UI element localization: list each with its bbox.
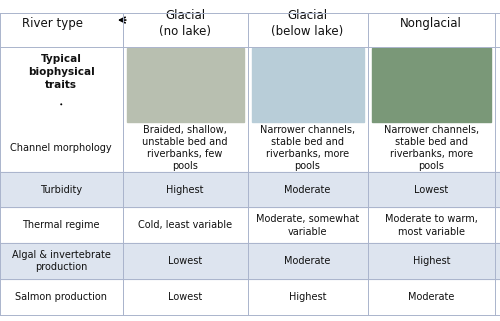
Text: Algal & invertebrate
production: Algal & invertebrate production — [12, 250, 110, 272]
Text: Moderate to warm,
most variable: Moderate to warm, most variable — [385, 214, 478, 237]
Text: Lowest: Lowest — [168, 292, 202, 302]
Bar — [126, 48, 244, 122]
Text: Glacial
(no lake): Glacial (no lake) — [159, 9, 211, 38]
Text: Braided, shallow,
unstable bed and
riverbanks, few
pools: Braided, shallow, unstable bed and river… — [142, 125, 228, 171]
Text: Moderate: Moderate — [284, 256, 331, 266]
Bar — [0, 172, 500, 207]
Bar — [0, 243, 500, 279]
Text: Nonglacial: Nonglacial — [400, 17, 462, 30]
Text: Moderate: Moderate — [284, 185, 331, 195]
Text: Lowest: Lowest — [168, 256, 202, 266]
Text: Turbidity: Turbidity — [40, 185, 82, 195]
Text: Moderate: Moderate — [408, 292, 455, 302]
Text: Cold, least variable: Cold, least variable — [138, 220, 232, 230]
Text: Moderate, somewhat
variable: Moderate, somewhat variable — [256, 214, 359, 237]
Text: Channel morphology: Channel morphology — [10, 143, 112, 153]
Bar — [372, 48, 491, 122]
Text: River type: River type — [22, 17, 82, 30]
Bar — [252, 48, 364, 122]
Text: Glacial
(below lake): Glacial (below lake) — [272, 9, 344, 38]
Text: Highest: Highest — [166, 185, 204, 195]
Text: Thermal regime: Thermal regime — [22, 220, 100, 230]
Text: Typical
biophysical
traits: Typical biophysical traits — [28, 54, 94, 91]
Text: Narrower channels,
stable bed and
riverbanks, more
pools: Narrower channels, stable bed and riverb… — [260, 125, 355, 171]
Text: Salmon production: Salmon production — [15, 292, 107, 302]
Text: Lowest: Lowest — [414, 185, 448, 195]
Text: Highest: Highest — [289, 292, 326, 302]
Text: Highest: Highest — [412, 256, 450, 266]
Text: Narrower channels,
stable bed and
riverbanks, more
pools: Narrower channels, stable bed and riverb… — [384, 125, 479, 171]
